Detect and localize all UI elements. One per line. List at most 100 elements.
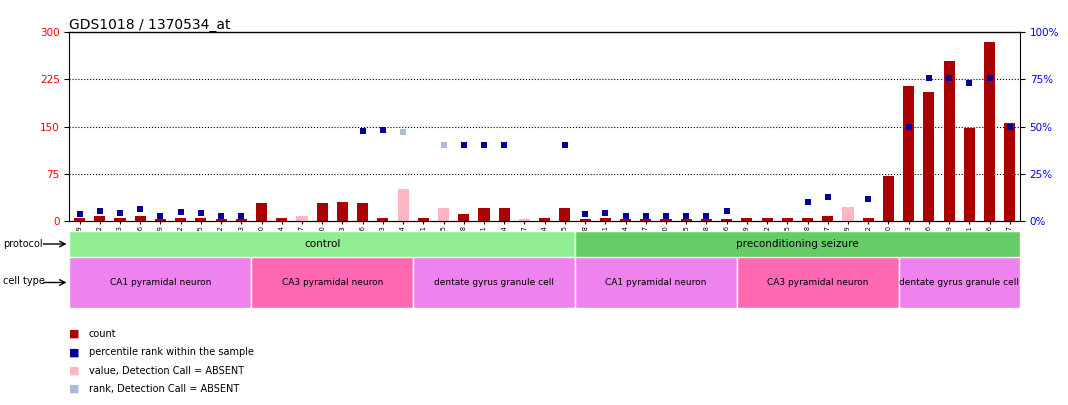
Bar	[822, 216, 833, 221]
Bar	[357, 203, 368, 221]
Point	[394, 128, 411, 135]
Point	[172, 209, 189, 215]
Bar	[898, 257, 1020, 308]
Bar	[377, 217, 389, 221]
Bar	[782, 218, 792, 221]
Bar	[94, 216, 106, 221]
Bar	[519, 219, 530, 221]
Bar	[737, 257, 898, 308]
Bar	[74, 217, 85, 221]
Point	[597, 210, 614, 216]
Bar	[701, 219, 712, 221]
Text: rank, Detection Call = ABSENT: rank, Detection Call = ABSENT	[89, 384, 239, 394]
Point	[435, 142, 452, 149]
Point	[718, 208, 735, 215]
Bar	[216, 219, 226, 221]
Point	[355, 128, 372, 134]
Bar	[175, 218, 186, 221]
Bar	[438, 208, 450, 221]
Point	[961, 79, 978, 86]
Bar	[478, 208, 489, 221]
Bar	[195, 218, 206, 221]
Bar	[963, 128, 975, 221]
Text: preconditioning seizure: preconditioning seizure	[736, 239, 859, 249]
Point	[860, 196, 877, 202]
Text: dentate gyrus granule cell: dentate gyrus granule cell	[899, 278, 1019, 287]
Bar	[575, 257, 737, 308]
Bar	[863, 218, 874, 221]
Text: ■: ■	[69, 384, 80, 394]
Bar	[843, 207, 853, 221]
Bar	[600, 218, 611, 221]
Text: cell type: cell type	[3, 277, 45, 286]
Bar	[924, 92, 934, 221]
Bar	[575, 231, 1020, 257]
Point	[213, 213, 230, 219]
Point	[799, 198, 816, 205]
Bar	[397, 189, 409, 221]
Bar	[256, 203, 267, 221]
Bar	[251, 257, 413, 308]
Point	[455, 142, 472, 149]
Bar	[1004, 124, 1016, 221]
Point	[678, 213, 695, 219]
Bar	[621, 219, 631, 221]
Bar	[883, 175, 894, 221]
Bar	[904, 86, 914, 221]
Text: dentate gyrus granule cell: dentate gyrus granule cell	[434, 278, 554, 287]
Bar	[277, 217, 287, 221]
Bar	[418, 217, 429, 221]
Bar	[680, 219, 692, 221]
Bar	[660, 219, 672, 221]
Point	[941, 75, 958, 81]
Bar	[155, 219, 166, 221]
Text: CA3 pyramidal neuron: CA3 pyramidal neuron	[767, 278, 868, 287]
Text: value, Detection Call = ABSENT: value, Detection Call = ABSENT	[89, 366, 244, 375]
Text: control: control	[304, 239, 341, 249]
Bar	[984, 42, 995, 221]
Bar	[721, 219, 733, 221]
Bar	[69, 231, 575, 257]
Point	[192, 210, 209, 216]
Point	[697, 213, 714, 219]
Text: ■: ■	[69, 329, 80, 339]
Point	[900, 123, 917, 130]
Bar	[458, 215, 469, 221]
Bar	[560, 208, 570, 221]
Bar	[802, 218, 813, 221]
Point	[496, 142, 513, 149]
Text: protocol: protocol	[3, 239, 43, 249]
Bar	[539, 217, 550, 221]
Point	[70, 211, 88, 218]
Point	[131, 206, 148, 213]
Text: GDS1018 / 1370534_at: GDS1018 / 1370534_at	[69, 18, 231, 32]
Text: CA3 pyramidal neuron: CA3 pyramidal neuron	[282, 278, 383, 287]
Point	[658, 213, 675, 219]
Text: CA1 pyramidal neuron: CA1 pyramidal neuron	[110, 278, 211, 287]
Point	[475, 142, 492, 149]
Bar	[336, 202, 348, 221]
Point	[638, 213, 655, 219]
Text: ■: ■	[69, 366, 80, 375]
Bar	[580, 219, 591, 221]
Point	[556, 142, 574, 149]
Bar	[236, 219, 247, 221]
Point	[1002, 123, 1019, 130]
Point	[375, 126, 392, 133]
Bar	[741, 218, 753, 221]
Bar	[114, 218, 126, 221]
Point	[981, 75, 999, 81]
Text: CA1 pyramidal neuron: CA1 pyramidal neuron	[606, 278, 707, 287]
Point	[921, 75, 938, 81]
Bar	[135, 216, 145, 221]
Point	[577, 211, 594, 218]
Point	[617, 213, 634, 219]
Point	[111, 210, 128, 216]
Bar	[316, 203, 328, 221]
Point	[91, 208, 108, 215]
Bar	[499, 208, 509, 221]
Bar	[761, 218, 773, 221]
Bar	[413, 257, 575, 308]
Bar	[69, 257, 251, 308]
Bar	[640, 219, 651, 221]
